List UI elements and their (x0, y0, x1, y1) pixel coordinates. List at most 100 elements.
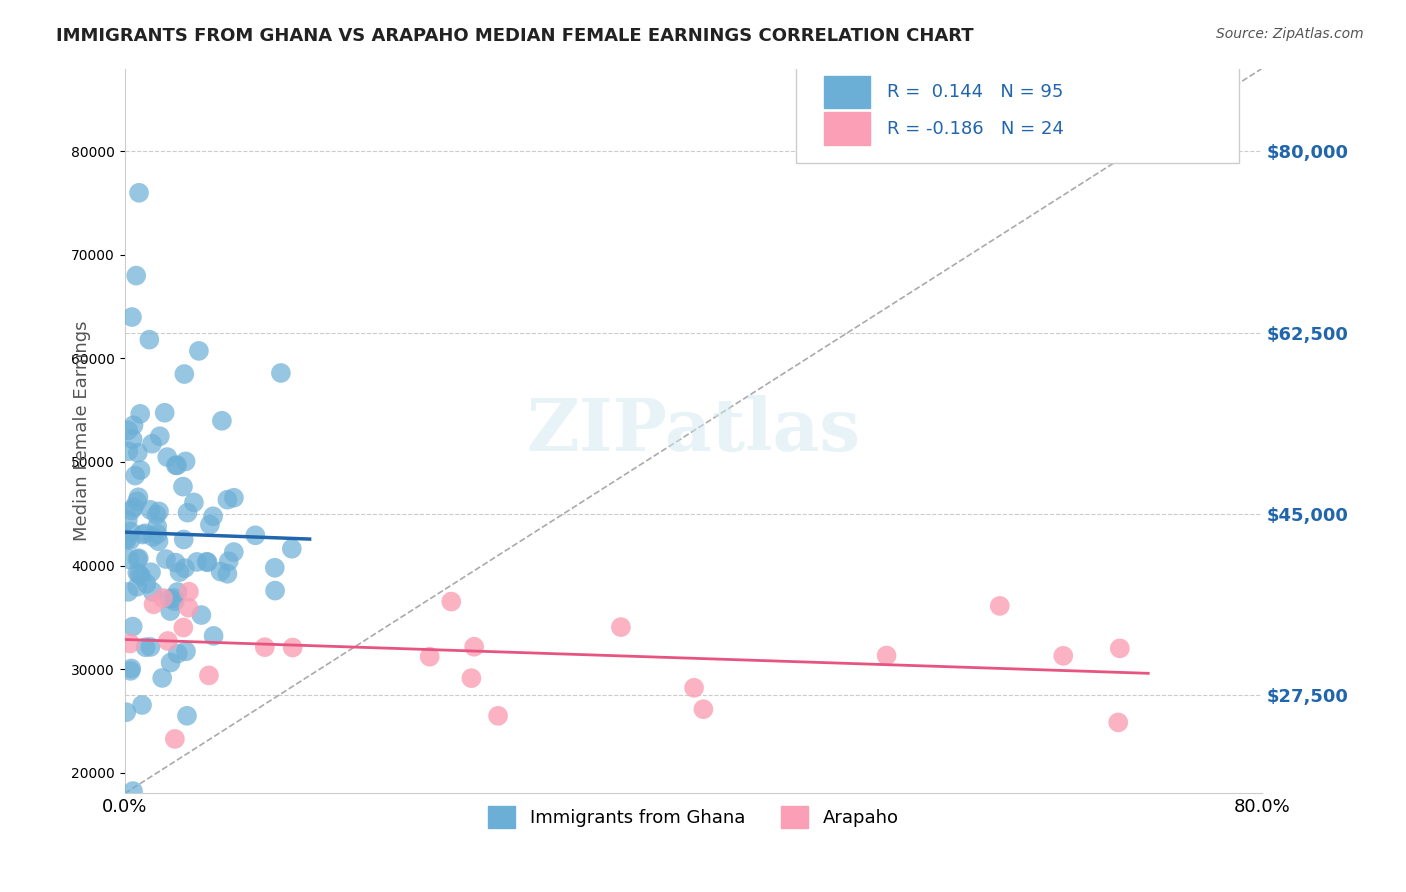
Point (174, 454, 197, 468)
Point (172, 621, 194, 635)
Point (152, 591, 174, 605)
Point (124, 468, 146, 483)
Point (218, 554, 240, 568)
Point (129, 463, 152, 477)
Point (281, 541, 304, 556)
Point (159, 656, 181, 670)
Point (135, 640, 157, 655)
Point (121, 310, 143, 324)
Point (127, 580, 149, 594)
Point (122, 784, 145, 798)
Point (117, 513, 139, 527)
Point (128, 186, 150, 200)
Point (419, 649, 441, 664)
Point (115, 532, 138, 546)
Point (177, 584, 200, 599)
Text: ZIPatlas: ZIPatlas (526, 395, 860, 467)
Point (117, 444, 139, 458)
Point (610, 620, 633, 634)
Point (202, 509, 225, 524)
Point (486, 709, 509, 723)
Point (127, 566, 149, 580)
Point (120, 664, 142, 678)
Point (148, 534, 170, 549)
Text: R = -0.186   N = 24: R = -0.186 N = 24 (887, 120, 1063, 137)
Bar (824, 76, 870, 109)
Point (190, 608, 212, 623)
Point (115, 533, 138, 548)
Point (264, 583, 287, 598)
Point (118, 552, 141, 566)
Point (166, 647, 188, 661)
Point (139, 503, 162, 517)
Point (150, 671, 173, 685)
Point (156, 634, 179, 648)
Point (142, 530, 165, 544)
Point (195, 555, 218, 569)
Point (121, 432, 143, 446)
Point (460, 671, 482, 685)
Point (131, 698, 153, 712)
Point (692, 702, 714, 716)
Point (153, 406, 176, 420)
Point (120, 503, 142, 517)
Point (176, 708, 198, 723)
Point (222, 545, 245, 559)
Point (120, 661, 142, 675)
Point (128, 567, 150, 582)
Point (263, 561, 285, 575)
Point (141, 436, 163, 450)
Point (876, 648, 898, 663)
Point (120, 524, 142, 539)
Point (148, 504, 170, 518)
Point (173, 561, 195, 575)
Point (281, 640, 304, 655)
Point (131, 569, 153, 583)
Point (149, 429, 172, 443)
Point (211, 414, 233, 428)
Point (172, 480, 194, 494)
Point (198, 668, 221, 682)
Point (134, 526, 156, 541)
Point (202, 629, 225, 643)
Point (127, 494, 149, 508)
Point (128, 551, 150, 566)
Point (138, 333, 160, 347)
Point (142, 597, 165, 611)
Point (163, 594, 186, 608)
Point (1052, 648, 1074, 663)
Point (209, 565, 232, 579)
Point (157, 591, 180, 606)
Point (115, 705, 138, 719)
Point (122, 418, 145, 433)
Point (120, 636, 142, 650)
Point (125, 268, 148, 283)
FancyBboxPatch shape (796, 54, 1239, 162)
Point (131, 527, 153, 541)
Point (127, 446, 149, 460)
Point (146, 527, 169, 541)
Bar (824, 112, 870, 145)
Point (217, 566, 239, 581)
Text: Source: ZipAtlas.com: Source: ZipAtlas.com (1216, 27, 1364, 41)
Point (270, 366, 292, 380)
Point (159, 604, 181, 618)
Point (139, 640, 162, 654)
Point (988, 599, 1011, 613)
Point (187, 343, 209, 358)
Point (183, 495, 205, 509)
Point (683, 681, 706, 695)
Point (117, 423, 139, 437)
Point (142, 584, 165, 599)
Point (129, 407, 152, 421)
Point (440, 594, 463, 608)
Point (117, 585, 139, 599)
Point (169, 565, 191, 579)
Y-axis label: Median Female Earnings: Median Female Earnings (73, 321, 91, 541)
Point (1107, 715, 1129, 730)
Point (127, 552, 149, 566)
Point (463, 640, 485, 654)
Point (198, 517, 221, 532)
Point (156, 450, 179, 464)
Point (165, 458, 187, 473)
